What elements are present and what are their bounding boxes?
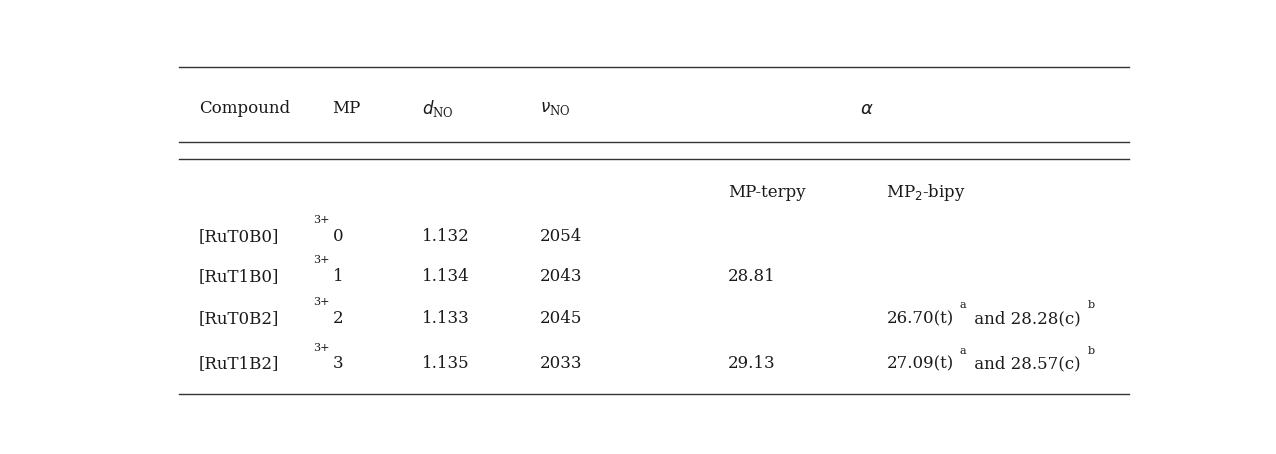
Text: and 28.28(c): and 28.28(c) (968, 310, 1081, 327)
Text: 2033: 2033 (540, 355, 583, 372)
Text: [RuT0B2]: [RuT0B2] (199, 310, 279, 327)
Text: 3+: 3+ (313, 215, 329, 225)
Text: 0: 0 (333, 228, 343, 245)
Text: 26.70(t): 26.70(t) (887, 310, 953, 327)
Text: 2054: 2054 (540, 228, 583, 245)
Text: $\nu_{\mathregular{NO}}$: $\nu_{\mathregular{NO}}$ (540, 100, 570, 117)
Text: 1: 1 (333, 268, 343, 285)
Text: 3+: 3+ (313, 343, 329, 353)
Text: MP$_2$-bipy: MP$_2$-bipy (887, 182, 966, 203)
Text: 2045: 2045 (540, 310, 583, 327)
Text: b: b (1087, 345, 1095, 355)
Text: [RuT1B0]: [RuT1B0] (199, 268, 279, 285)
Text: a: a (960, 345, 966, 355)
Text: 3+: 3+ (313, 297, 329, 307)
Text: $\alpha$: $\alpha$ (860, 100, 873, 118)
Text: 3+: 3+ (313, 255, 329, 265)
Text: $d_{\mathregular{NO}}$: $d_{\mathregular{NO}}$ (421, 98, 453, 119)
Text: 28.81: 28.81 (729, 268, 776, 285)
Text: 1.133: 1.133 (421, 310, 470, 327)
Text: 1.132: 1.132 (421, 228, 470, 245)
Text: and 28.57(c): and 28.57(c) (968, 355, 1081, 372)
Text: MP: MP (333, 100, 361, 117)
Text: MP-terpy: MP-terpy (729, 184, 805, 201)
Text: 27.09(t): 27.09(t) (887, 355, 953, 372)
Text: 29.13: 29.13 (729, 355, 776, 372)
Text: [RuT0B0]: [RuT0B0] (199, 228, 279, 245)
Text: [RuT1B2]: [RuT1B2] (199, 355, 279, 372)
Text: 3: 3 (333, 355, 343, 372)
Text: a: a (960, 300, 966, 310)
Text: 1.135: 1.135 (421, 355, 470, 372)
Text: 2043: 2043 (540, 268, 583, 285)
Text: 1.134: 1.134 (421, 268, 470, 285)
Text: 2: 2 (333, 310, 343, 327)
Text: Compound: Compound (199, 100, 290, 117)
Text: b: b (1087, 300, 1095, 310)
